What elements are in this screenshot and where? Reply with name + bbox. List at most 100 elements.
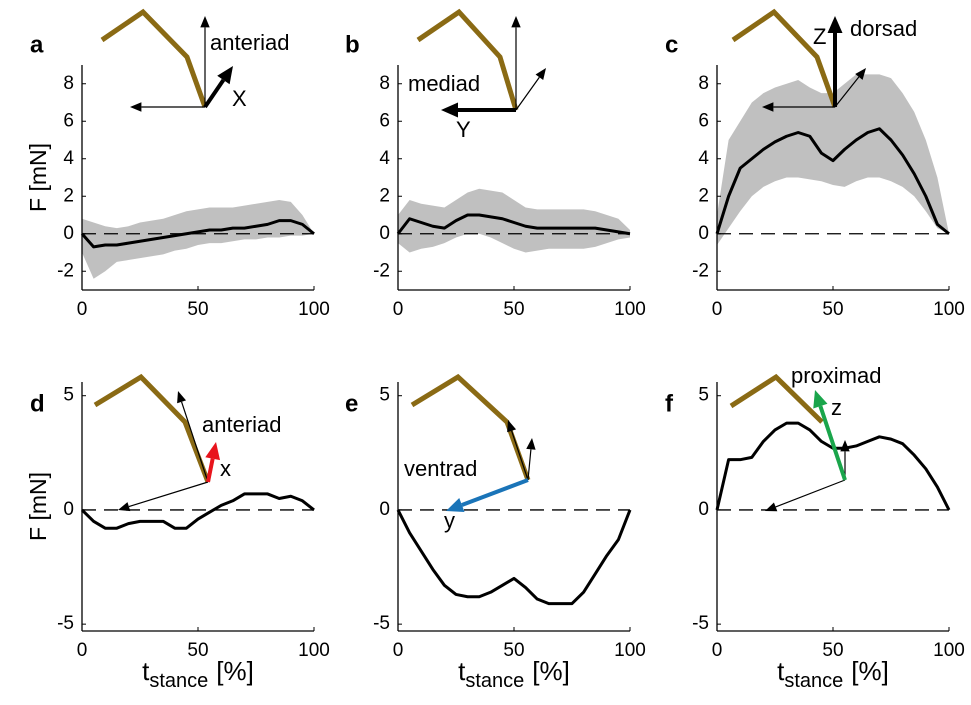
arrow-shaft xyxy=(515,76,540,111)
mean-line xyxy=(80,492,315,530)
y-tick-label: 8 xyxy=(63,73,74,94)
arrow-head xyxy=(130,102,142,112)
x-tick-label: 50 xyxy=(187,299,208,320)
y-tick-label: 0 xyxy=(698,223,709,244)
x-label-sub: stance xyxy=(149,670,208,692)
arrow-head xyxy=(205,442,221,461)
x-label-sub: stance xyxy=(784,670,843,692)
leg-icon xyxy=(100,8,208,108)
x-axis-label: tstance [%] xyxy=(458,656,570,692)
annotation: anteriad xyxy=(210,30,290,55)
x-label-main: t xyxy=(777,656,785,686)
arrow-head xyxy=(813,390,828,409)
y-tick-label: -5 xyxy=(692,613,709,634)
mean-line xyxy=(396,509,632,606)
x-label-unit: [%] xyxy=(216,656,254,686)
x-label-main: t xyxy=(142,656,150,686)
x-tick-label: 100 xyxy=(933,299,965,320)
y-tick-label: -2 xyxy=(692,260,709,281)
x-label-unit: [%] xyxy=(532,656,570,686)
annotation: x xyxy=(220,456,231,481)
y-tick-label: 0 xyxy=(63,223,74,244)
x-tick-label: 0 xyxy=(712,299,723,320)
arrow-head xyxy=(200,16,210,28)
arrow-shaft xyxy=(206,458,215,483)
arrow-head xyxy=(118,502,131,512)
y-tick-label: -2 xyxy=(57,260,74,281)
mean-line xyxy=(715,127,950,235)
x-tick-label: 100 xyxy=(614,640,646,661)
x-tick-label: 100 xyxy=(614,299,646,320)
arrow-head xyxy=(441,102,458,118)
x-tick-label: 0 xyxy=(77,640,88,661)
x-tick-label: 50 xyxy=(822,299,843,320)
y-tick-label: 4 xyxy=(63,148,74,169)
leg-icon xyxy=(410,373,531,481)
panel-label: c xyxy=(665,31,678,58)
x-tick-label: 0 xyxy=(712,640,723,661)
x-label-sub: stance xyxy=(465,670,524,692)
x-label-main: t xyxy=(458,656,466,686)
arrow-head xyxy=(535,68,546,81)
annotation: anteriad xyxy=(202,412,282,437)
x-axis-label: tstance [%] xyxy=(777,656,889,692)
arrow-shaft xyxy=(775,479,846,508)
sd-band xyxy=(398,188,630,253)
y-tick-label: 6 xyxy=(379,110,390,131)
arrow-head xyxy=(446,497,465,513)
leg-icon xyxy=(729,373,824,424)
arrow-shaft xyxy=(818,405,847,481)
y-tick-label: -5 xyxy=(373,613,390,634)
panel-label: d xyxy=(30,390,45,417)
mean-line xyxy=(396,213,631,236)
annotation: mediad xyxy=(408,71,480,96)
mean-line xyxy=(80,219,315,249)
arrow-head xyxy=(765,502,778,512)
annotation: Z xyxy=(813,24,826,49)
y-tick-label: 0 xyxy=(379,223,390,244)
x-tick-label: 0 xyxy=(393,299,404,320)
y-axis-label: F [mN] xyxy=(25,143,51,212)
y-tick-label: 2 xyxy=(379,185,390,206)
arrow-head xyxy=(217,66,233,85)
leg-icon xyxy=(93,373,211,483)
arrow-head xyxy=(526,438,536,450)
arrow-head xyxy=(507,420,517,433)
x-tick-label: 50 xyxy=(187,640,208,661)
x-tick-label: 100 xyxy=(298,299,330,320)
y-tick-label: 2 xyxy=(63,185,74,206)
panel-label: e xyxy=(345,390,358,417)
annotation: proximad xyxy=(791,363,881,388)
y-tick-label: 4 xyxy=(698,148,709,169)
x-tick-label: 0 xyxy=(77,299,88,320)
x-tick-label: 50 xyxy=(822,640,843,661)
panel-label: a xyxy=(30,31,44,58)
panel-label: f xyxy=(665,390,674,417)
y-tick-label: -5 xyxy=(57,613,74,634)
arrow-shaft xyxy=(180,401,209,483)
x-label-unit: [%] xyxy=(851,656,889,686)
leg-icon xyxy=(416,8,519,111)
y-tick-label: 6 xyxy=(63,110,74,131)
arrow-shaft xyxy=(511,430,529,481)
annotation: z xyxy=(831,395,842,420)
sd-band xyxy=(82,200,314,279)
arrow-head xyxy=(762,102,774,112)
x-tick-label: 0 xyxy=(393,640,404,661)
y-tick-label: 0 xyxy=(63,499,74,520)
arrow-head xyxy=(177,391,187,404)
annotation: y xyxy=(444,508,455,533)
x-tick-label: 100 xyxy=(298,640,330,661)
arrow-head xyxy=(511,16,521,28)
y-tick-label: 4 xyxy=(379,148,390,169)
annotation: dorsad xyxy=(850,16,917,41)
y-tick-label: 6 xyxy=(698,110,709,131)
y-tick-label: 5 xyxy=(63,385,74,406)
arrow-head xyxy=(827,16,843,33)
panel-label: b xyxy=(345,31,360,58)
arrow-shaft xyxy=(527,449,532,481)
arrow-shaft xyxy=(834,76,860,108)
x-tick-label: 50 xyxy=(503,640,524,661)
arrow-shaft xyxy=(128,481,209,508)
